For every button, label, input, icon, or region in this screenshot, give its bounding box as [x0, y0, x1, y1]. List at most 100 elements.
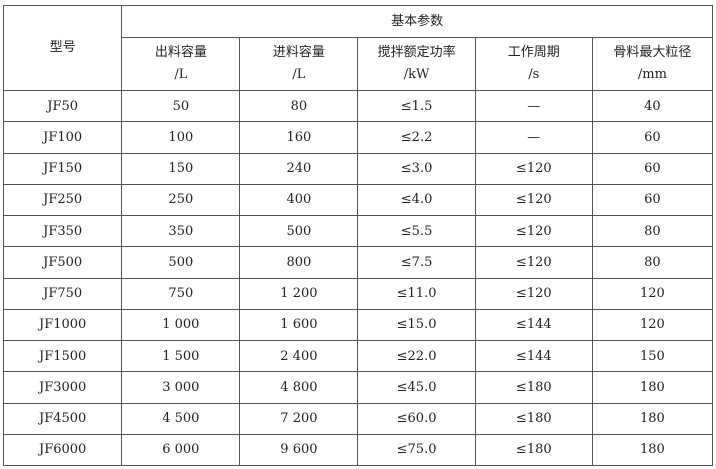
value-cell: ≤120 — [474, 152, 593, 185]
value-cell: 50 — [121, 89, 241, 123]
model-cell: JF250 — [2, 183, 123, 217]
value-cell: 150 — [121, 152, 241, 185]
table-row: JF350 350 500 ≤5.5 ≤120 80 — [2, 214, 714, 248]
value-cell: — — [474, 89, 593, 123]
basic-parameters-header: 基本参数 — [121, 5, 713, 38]
table-row: JF4500 4 500 7 200 ≤60.0 ≤180 180 — [2, 402, 714, 435]
value-cell: 500 — [121, 246, 241, 279]
table-row: JF750 750 1 200 ≤11.0 ≤120 120 — [2, 277, 714, 310]
value-cell: — — [474, 121, 593, 154]
value-cell: 7 200 — [239, 402, 359, 435]
column-unit: /kW — [403, 67, 430, 82]
column-unit: /s — [528, 67, 540, 82]
table-row: JF50 50 80 ≤1.5—40 — [2, 89, 714, 123]
value-cell: ≤144 — [474, 339, 593, 373]
value-cell: 1 200 — [239, 277, 359, 310]
model-cell: JF1000 — [2, 308, 123, 342]
value-cell: 4 500 — [121, 402, 241, 435]
model-cell: JF150 — [2, 152, 123, 185]
column-name: 搅拌额定功率 — [377, 45, 456, 60]
value-cell: 3 000 — [121, 371, 241, 404]
value-cell: ≤180 — [474, 433, 593, 467]
value-cell: 2 400 — [239, 339, 359, 373]
value-cell: 60 — [591, 183, 714, 217]
model-cell: JF50 — [2, 89, 123, 123]
value-cell: ≤60.0 — [357, 402, 476, 435]
value-cell: ≤180 — [474, 371, 593, 404]
model-cell: JF100 — [2, 121, 123, 154]
table-row: JF1000 1 000 1 600 ≤15.0 ≤144 120 — [2, 308, 714, 342]
table-row: JF100 100 160 ≤2.2—60 — [2, 121, 714, 154]
value-cell: 80 — [591, 214, 714, 248]
value-cell: 4 800 — [239, 371, 359, 404]
model-cell: JF3000 — [2, 371, 123, 404]
column-header: 进料容量/L — [239, 37, 359, 91]
value-cell: 6 000 — [121, 433, 241, 467]
model-cell: JF500 — [2, 246, 123, 279]
column-name: 进料容量 — [272, 45, 325, 60]
table-row: JF1500 1 500 2 400 ≤22.0 ≤144 150 — [2, 339, 714, 373]
column-name: 出料容量 — [154, 45, 207, 60]
value-cell: 40 — [591, 89, 714, 123]
column-name: 工作周期 — [507, 45, 560, 60]
table-row: JF500 500 800 ≤7.5 ≤120 80 — [2, 246, 714, 279]
value-cell: ≤4.0 — [357, 183, 476, 217]
column-unit: /mm — [637, 67, 667, 82]
value-cell: 150 — [591, 339, 714, 373]
model-cell: JF350 — [2, 214, 123, 248]
value-cell: 180 — [591, 371, 714, 404]
value-cell: ≤15.0 — [357, 308, 476, 342]
column-unit: /L — [174, 67, 188, 82]
table-row: JF150 150 240 ≤3.0 ≤120 60 — [2, 152, 714, 185]
value-cell: 60 — [591, 152, 714, 185]
value-cell: 100 — [121, 121, 241, 154]
value-cell: ≤2.2 — [357, 121, 476, 154]
value-cell: 1 500 — [121, 339, 241, 373]
table-row: JF250 250 400 ≤4.0 ≤120 60 — [2, 183, 714, 217]
value-cell: 160 — [239, 121, 359, 154]
value-cell: ≤45.0 — [357, 371, 476, 404]
value-cell: 120 — [591, 308, 714, 342]
table-row: JF6000 6 000 9 600 ≤75.0 ≤180 180 — [2, 433, 714, 467]
column-header: 工作周期/s — [474, 37, 593, 91]
value-cell: 500 — [239, 214, 359, 248]
value-cell: ≤7.5 — [357, 246, 476, 279]
value-cell: 9 600 — [239, 433, 359, 467]
value-cell: 750 — [121, 277, 241, 310]
value-cell: ≤120 — [474, 277, 593, 310]
value-cell: 80 — [591, 246, 714, 279]
column-header: 骨料最大粒径/mm — [591, 37, 714, 91]
model-cell: JF1500 — [2, 339, 123, 373]
value-cell: ≤180 — [474, 402, 593, 435]
value-cell: ≤22.0 — [357, 339, 476, 373]
model-header: 型号 — [2, 5, 123, 91]
value-cell: 350 — [121, 214, 241, 248]
model-cell: JF750 — [2, 277, 123, 310]
column-unit: /L — [292, 67, 306, 82]
value-cell: 120 — [591, 277, 714, 310]
value-cell: ≤1.5 — [357, 89, 476, 123]
value-cell: 180 — [591, 433, 714, 467]
value-cell: 80 — [239, 89, 359, 123]
value-cell: ≤75.0 — [357, 433, 476, 467]
value-cell: 1 000 — [121, 308, 241, 342]
table-row: JF3000 3 000 4 800 ≤45.0 ≤180 180 — [2, 371, 714, 404]
value-cell: ≤120 — [474, 246, 593, 279]
column-name: 骨料最大粒径 — [613, 45, 692, 60]
column-header: 搅拌额定功率/kW — [357, 37, 476, 91]
value-cell: 400 — [239, 183, 359, 217]
value-cell: ≤3.0 — [357, 152, 476, 185]
value-cell: ≤120 — [474, 214, 593, 248]
value-cell: 250 — [121, 183, 241, 217]
value-cell: ≤144 — [474, 308, 593, 342]
value-cell: 800 — [239, 246, 359, 279]
value-cell: 60 — [591, 121, 714, 154]
value-cell: ≤11.0 — [357, 277, 476, 310]
value-cell: ≤5.5 — [357, 214, 476, 248]
parameters-table: 型号 基本参数 出料容量/L 进料容量/L 搅拌额定功率/kW 工作周期/s 骨料最大粒… — [2, 5, 714, 467]
model-cell: JF6000 — [2, 433, 123, 467]
model-cell: JF4500 — [2, 402, 123, 435]
value-cell: ≤120 — [474, 183, 593, 217]
column-header: 出料容量/L — [121, 37, 241, 91]
value-cell: 1 600 — [239, 308, 359, 342]
